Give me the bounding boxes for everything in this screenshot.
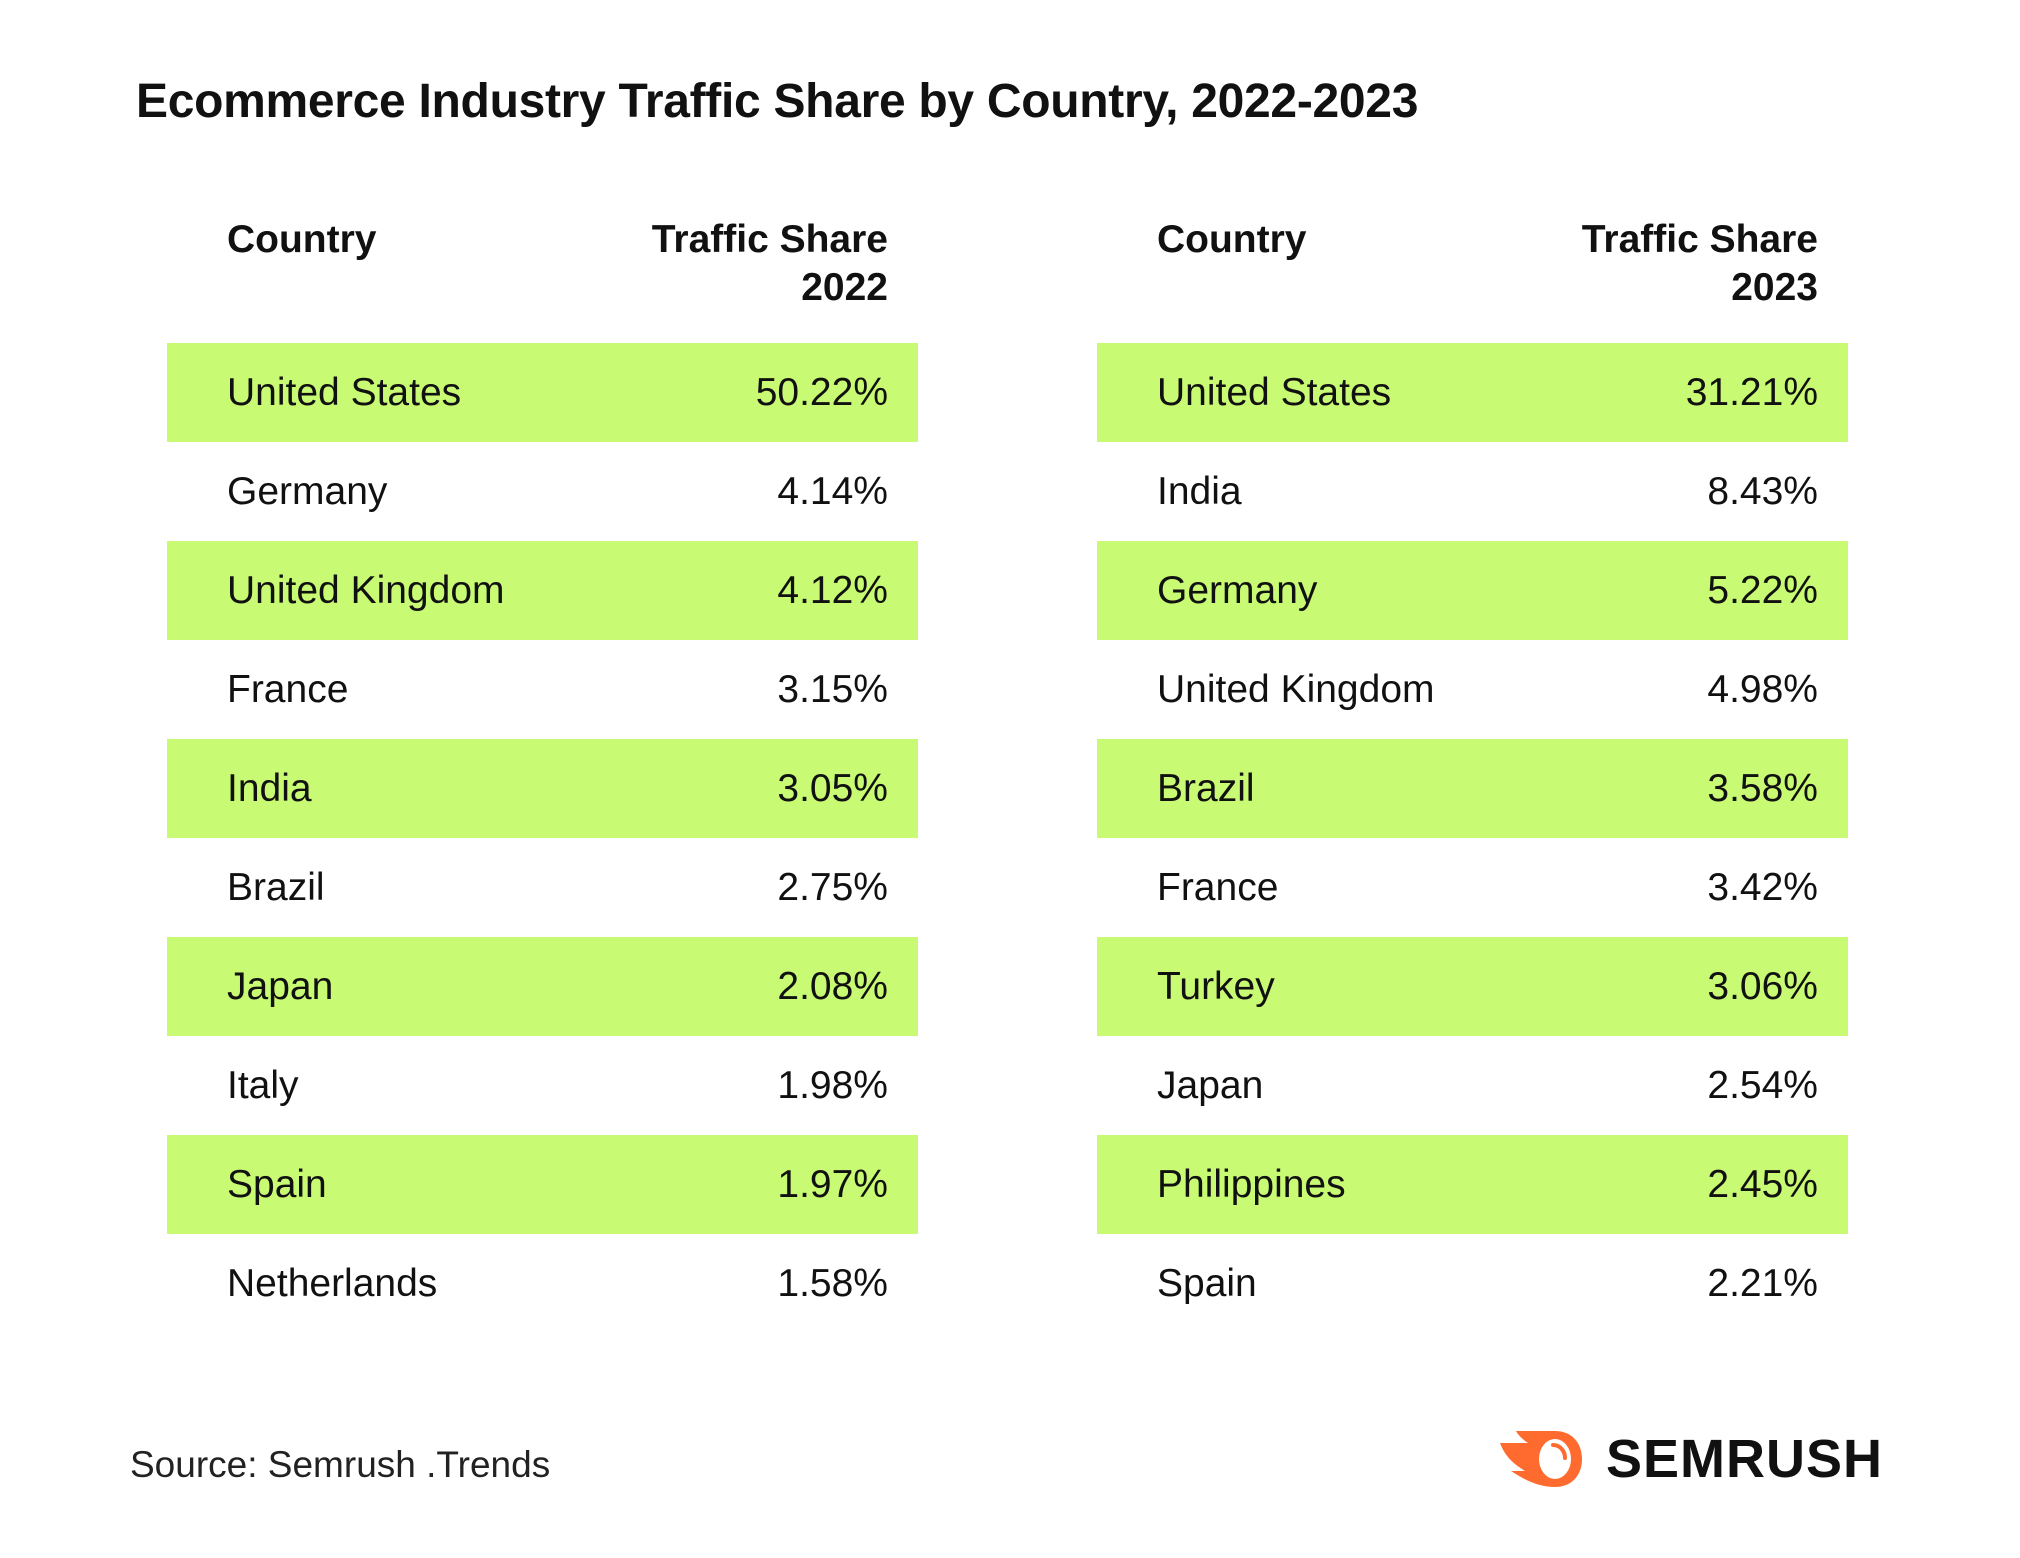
country-name: United Kingdom [227, 568, 505, 612]
country-name: Japan [1157, 1063, 1264, 1107]
table-row: Germany 4.14% [167, 442, 918, 541]
country-name: India [227, 766, 312, 810]
country-name: France [227, 667, 349, 711]
country-name: India [1157, 469, 1242, 513]
country-name: Philippines [1157, 1162, 1346, 1206]
source-note: Source: Semrush .Trends [130, 1444, 551, 1485]
table-header: Country Traffic Share 2022 [167, 210, 918, 343]
header-line1: Traffic Share [651, 218, 888, 261]
traffic-share-value: 2.08% [777, 964, 888, 1008]
header-country: Country [1157, 218, 1307, 261]
country-name: United Kingdom [1157, 667, 1435, 711]
header-line1: Traffic Share [1581, 218, 1818, 261]
table-row: France 3.15% [167, 640, 918, 739]
table-row: India 8.43% [1097, 442, 1848, 541]
table-row: India 3.05% [167, 739, 918, 838]
header-traffic-share: Traffic Share 2022 [652, 216, 888, 312]
table-header: Country Traffic Share 2023 [1097, 210, 1848, 343]
table-row: United States 50.22% [167, 343, 918, 442]
table-row: Spain 2.21% [1097, 1234, 1848, 1333]
country-name: Japan [227, 964, 334, 1008]
header-traffic-share: Traffic Share 2023 [1582, 216, 1818, 312]
table-row: Spain 1.97% [167, 1135, 918, 1234]
country-name: Brazil [1157, 766, 1255, 810]
table-row: Germany 5.22% [1097, 541, 1848, 640]
traffic-share-value: 50.22% [755, 370, 888, 414]
header-year: 2023 [1731, 266, 1818, 309]
country-name: Spain [227, 1162, 327, 1206]
traffic-share-value: 4.12% [777, 568, 888, 612]
traffic-share-value: 1.97% [777, 1162, 888, 1206]
country-name: Turkey [1157, 964, 1275, 1008]
table-row: Turkey 3.06% [1097, 937, 1848, 1036]
table-2022: Country Traffic Share 2022 United States … [167, 210, 918, 1333]
country-name: Brazil [227, 865, 325, 909]
table-row: Philippines 2.45% [1097, 1135, 1848, 1234]
table-row: Brazil 3.58% [1097, 739, 1848, 838]
country-name: Italy [227, 1063, 299, 1107]
semrush-logo: SEMRUSH [1500, 1428, 1883, 1490]
country-name: Spain [1157, 1261, 1257, 1305]
table-row: United Kingdom 4.98% [1097, 640, 1848, 739]
traffic-share-value: 3.06% [1707, 964, 1818, 1008]
traffic-share-value: 3.15% [777, 667, 888, 711]
country-name: United States [227, 370, 462, 414]
header-year: 2022 [801, 266, 888, 309]
table-row: Brazil 2.75% [167, 838, 918, 937]
traffic-share-value: 3.58% [1707, 766, 1818, 810]
traffic-share-value: 3.42% [1707, 865, 1818, 909]
semrush-fireball-icon [1500, 1431, 1582, 1487]
traffic-share-value: 8.43% [1707, 469, 1818, 513]
table-row: United Kingdom 4.12% [167, 541, 918, 640]
country-name: United States [1157, 370, 1392, 414]
country-name: Germany [1157, 568, 1318, 612]
traffic-share-value: 2.75% [777, 865, 888, 909]
traffic-share-value: 4.98% [1707, 667, 1818, 711]
country-name: Netherlands [227, 1261, 438, 1305]
traffic-share-value: 2.21% [1707, 1261, 1818, 1305]
traffic-share-value: 5.22% [1707, 568, 1818, 612]
table-row: Netherlands 1.58% [167, 1234, 918, 1333]
traffic-share-value: 4.14% [777, 469, 888, 513]
country-name: Germany [227, 469, 388, 513]
traffic-share-value: 31.21% [1685, 370, 1818, 414]
traffic-share-value: 3.05% [777, 766, 888, 810]
traffic-share-value: 2.54% [1707, 1063, 1818, 1107]
table-row: France 3.42% [1097, 838, 1848, 937]
table-row: Italy 1.98% [167, 1036, 918, 1135]
table-row: Japan 2.08% [167, 937, 918, 1036]
table-row: United States 31.21% [1097, 343, 1848, 442]
page-title: Ecommerce Industry Traffic Share by Coun… [136, 75, 1419, 128]
country-name: France [1157, 865, 1279, 909]
table-row: Japan 2.54% [1097, 1036, 1848, 1135]
traffic-share-value: 2.45% [1707, 1162, 1818, 1206]
table-2023: Country Traffic Share 2023 United States … [1097, 210, 1848, 1333]
logo-wordmark: SEMRUSH [1606, 1429, 1884, 1489]
traffic-share-value: 1.98% [777, 1063, 888, 1107]
header-country: Country [227, 218, 377, 261]
traffic-share-value: 1.58% [777, 1261, 888, 1305]
